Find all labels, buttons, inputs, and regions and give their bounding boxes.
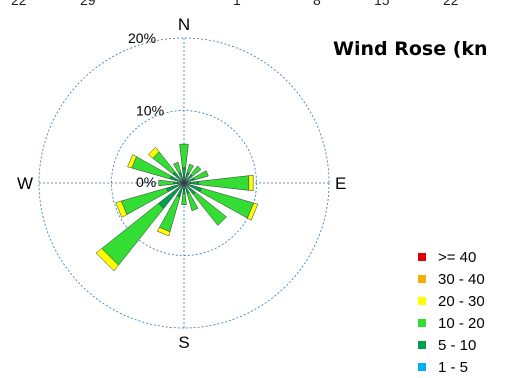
petal-segment-315-3 (147, 146, 160, 159)
legend-label: 20 - 30 (438, 292, 485, 310)
radial-tick-label-20: 20% (128, 30, 156, 46)
legend-item: 30 - 40 (418, 268, 485, 290)
top-tick-label: 29 (80, 0, 96, 8)
legend-item: 1 - 5 (418, 356, 485, 378)
labels: 20% 10% 0% N S E W (17, 15, 346, 350)
legend-label: >= 40 (438, 248, 477, 266)
petal-segment-67.5-2 (193, 170, 209, 181)
petal-segment-270-1 (172, 181, 181, 185)
petal-segment-225-2 (101, 202, 165, 266)
legend-item: >= 40 (418, 246, 485, 268)
petal-segment-247.5-3 (115, 200, 128, 218)
petal-segment-112.5-3 (247, 202, 259, 221)
petal-segment-90-2 (198, 175, 250, 191)
top-tick-label: 1 (233, 0, 241, 8)
petal-segment-202.5-3 (156, 227, 171, 237)
top-tick-label: 8 (313, 0, 321, 8)
petal-segment-270-2 (158, 179, 174, 187)
legend-swatch (418, 253, 426, 261)
legend: >= 40 30 - 40 20 - 30 10 - 20 5 - 10 1 -… (418, 246, 485, 378)
legend-swatch (418, 297, 426, 305)
top-tick-label: 22 (443, 0, 459, 8)
petal-segment-225-3 (95, 248, 119, 272)
petal-segment-90-1 (187, 181, 199, 185)
petal-segment-157.5-2 (186, 192, 199, 212)
legend-label: 5 - 10 (438, 336, 477, 354)
legend-swatch (418, 363, 426, 371)
petal-segment-180-2 (181, 193, 187, 205)
petal-segment-22.5-2 (186, 163, 194, 174)
legend-label: 10 - 20 (438, 314, 485, 332)
legend-item: 10 - 20 (418, 312, 485, 334)
petals (95, 143, 259, 272)
petal-segment-90-3 (248, 174, 254, 192)
legend-label: 1 - 5 (438, 358, 469, 376)
top-tick-label: 22 (11, 0, 27, 8)
legend-swatch (418, 341, 426, 349)
wind-rose-chart: 20% 10% 0% N S E W (17, 15, 346, 350)
petal-segment-45-2 (190, 165, 202, 177)
radial-tick-label-10: 10% (136, 103, 164, 119)
petal-segment-135-2 (192, 191, 227, 226)
compass-label-e: E (335, 174, 346, 193)
legend-swatch (418, 275, 426, 283)
compass-label-n: N (178, 15, 190, 34)
legend-label: 30 - 40 (438, 270, 485, 288)
legend-swatch (418, 319, 426, 327)
compass-label-w: W (17, 174, 33, 193)
petal-segment-180-1 (182, 186, 186, 195)
radial-tick-label-0: 0% (136, 174, 156, 190)
legend-item: 5 - 10 (418, 334, 485, 356)
chart-title: Wind Rose (kn (333, 38, 488, 60)
compass-label-s: S (178, 333, 189, 350)
top-tick-label: 15 (374, 0, 390, 8)
petal-segment-0-2 (179, 143, 189, 169)
petal-segment-292.5-3 (127, 154, 137, 169)
petal-segment-0-1 (181, 167, 187, 179)
legend-item: 20 - 30 (418, 290, 485, 312)
petal-segment-337.5-2 (173, 161, 182, 174)
